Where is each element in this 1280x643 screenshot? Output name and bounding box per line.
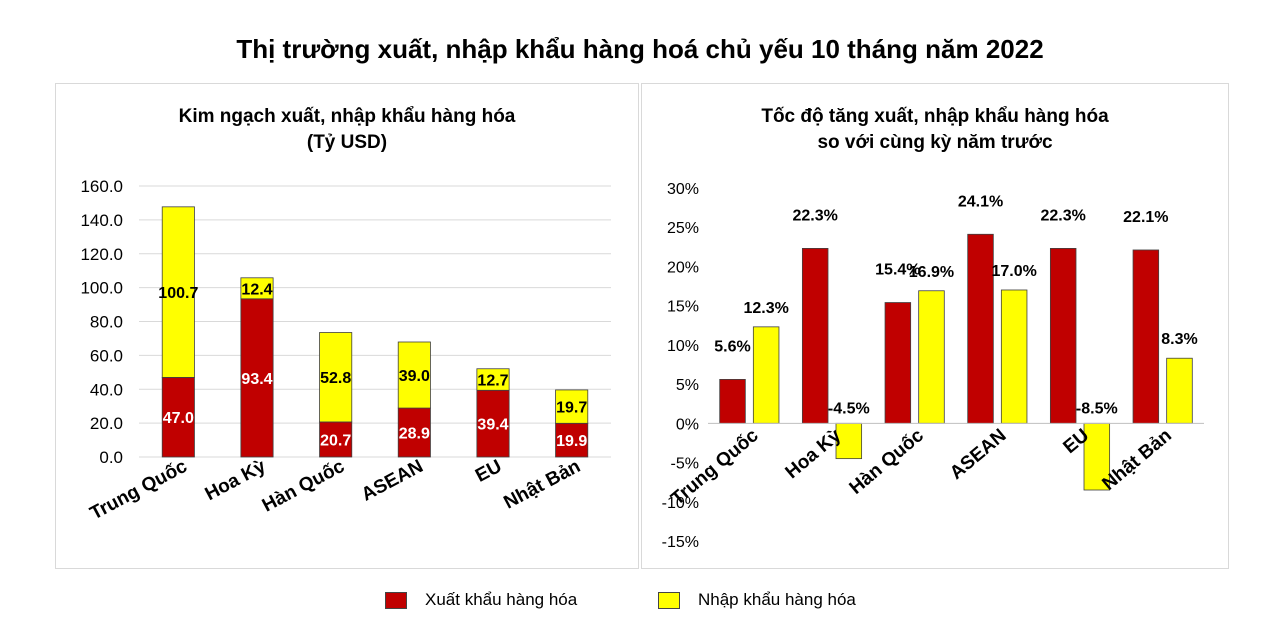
x-tick-label: EU <box>472 456 505 487</box>
value-chart-subtitle: (Tỷ USD) <box>306 132 388 153</box>
y-tick-label: 140.0 <box>80 211 123 230</box>
value-chart-panel: Kim ngạch xuất, nhập khẩu hàng hóa (Tỷ U… <box>55 83 639 569</box>
bar-export <box>161 376 195 458</box>
growth-chart-title: Tốc độ tăng xuất, nhập khẩu hàng hóa <box>761 106 1109 127</box>
y-tick-label: 10% <box>667 338 699 355</box>
bar-import <box>1083 422 1111 491</box>
data-label-export: 24.1% <box>958 193 1003 210</box>
y-tick-label: 80.0 <box>90 313 123 332</box>
data-label-import: 12.7 <box>477 373 508 390</box>
value-chart-plot: 0.0 20.0 40.0 60.0 80.0 100.0 120.0 140.0 160.0 4… <box>80 177 611 524</box>
data-label-import: 8.3% <box>1161 331 1197 348</box>
x-tick-label: Hàn Quốc <box>259 456 348 517</box>
data-label-import: 16.9% <box>909 264 954 281</box>
y-tick-label: -10% <box>662 495 699 512</box>
page-title: Thị trường xuất, nhập khẩu hàng hoá chủ … <box>236 34 1044 64</box>
data-label-export: 47.0 <box>163 410 194 427</box>
y-tick-label: 20.0 <box>90 414 123 433</box>
data-label-import: 17.0% <box>991 263 1036 280</box>
bar-export <box>1049 248 1077 424</box>
y-tick-label: -5% <box>671 456 699 473</box>
y-tick-label: 160.0 <box>80 177 123 196</box>
bar-export <box>719 379 746 424</box>
data-label-import: 100.7 <box>158 285 198 302</box>
bar-export <box>1132 249 1160 424</box>
bar-export <box>319 421 353 458</box>
bar-export <box>967 233 994 424</box>
data-label-export: 15.4% <box>875 262 920 279</box>
bar-export <box>555 422 589 458</box>
bar-import <box>240 277 274 300</box>
x-tick-label: Nhật Bản <box>1098 425 1175 495</box>
legend: Xuất khẩu hàng hóa Nhập khẩu hàng hóa <box>0 590 1280 614</box>
y-tick-label: 0.0 <box>99 448 123 467</box>
legend-item-import: Nhập khẩu hàng hóa <box>658 590 856 610</box>
y-tick-label: 5% <box>676 377 699 394</box>
data-label-export: 22.1% <box>1123 209 1168 226</box>
y-tick-label: 20% <box>667 259 699 276</box>
legend-swatch-export <box>385 591 407 609</box>
bar-import <box>918 290 945 424</box>
y-tick-label: 120.0 <box>80 245 123 264</box>
x-tick-label: Nhật Bản <box>501 456 585 514</box>
data-label-export: 22.3% <box>1040 207 1085 224</box>
growth-chart-plot: -15%-10%-5%0%5%10%15%20%25%30%5.6%12.3%T… <box>662 181 1204 551</box>
y-tick-label: -15% <box>662 534 699 551</box>
data-label-export: 93.4 <box>241 371 272 388</box>
data-label-import: 39.0 <box>399 368 430 385</box>
data-label-export: 19.9 <box>556 433 587 450</box>
value-chart-title: Kim ngạch xuất, nhập khẩu hàng hóa <box>178 106 516 127</box>
y-tick-label: 40.0 <box>90 380 123 399</box>
bar-export <box>801 248 829 424</box>
x-tick-label: ASEAN <box>358 456 427 506</box>
y-tick-label: 25% <box>667 220 699 237</box>
data-label-export: 20.7 <box>320 432 351 449</box>
y-tick-label: 30% <box>667 181 699 198</box>
bar-import <box>555 389 589 424</box>
data-label-import: 19.7 <box>556 400 587 417</box>
bar-export <box>476 389 510 458</box>
bar-import <box>1000 289 1028 424</box>
bar-import <box>397 341 431 409</box>
legend-swatch-import <box>658 591 680 609</box>
bar-import <box>161 206 195 378</box>
bar-export <box>240 298 274 458</box>
y-tick-label: 60.0 <box>90 346 123 365</box>
y-tick-label: 100.0 <box>80 279 123 298</box>
bar-import <box>835 422 863 460</box>
data-label-import: 12.3% <box>743 300 788 317</box>
legend-label-import: Nhập khẩu hàng hóa <box>698 590 856 609</box>
bar-import <box>752 326 780 424</box>
legend-label-export: Xuất khẩu hàng hóa <box>425 590 578 609</box>
bar-export <box>884 302 912 424</box>
data-label-export: 39.4 <box>477 417 508 434</box>
data-label-export: 5.6% <box>714 338 750 355</box>
growth-chart-subtitle: so với cùng kỳ năm trước <box>817 132 1053 153</box>
x-tick-label: ASEAN <box>946 425 1010 484</box>
data-label-import: 12.4 <box>241 281 272 298</box>
data-label-import: -8.5% <box>1076 400 1118 417</box>
data-label-export: 22.3% <box>792 207 837 224</box>
legend-item-export: Xuất khẩu hàng hóa <box>385 590 577 610</box>
bar-import <box>476 368 510 391</box>
growth-chart-panel: Tốc độ tăng xuất, nhập khẩu hàng hóa so … <box>641 83 1229 569</box>
data-label-export: 28.9 <box>399 426 430 443</box>
bar-import <box>1166 357 1193 424</box>
y-tick-label: 15% <box>667 299 699 316</box>
bar-import <box>319 332 353 423</box>
y-tick-label: 0% <box>676 416 699 433</box>
data-label-import: -4.5% <box>828 400 870 417</box>
data-label-import: 52.8 <box>320 370 351 387</box>
